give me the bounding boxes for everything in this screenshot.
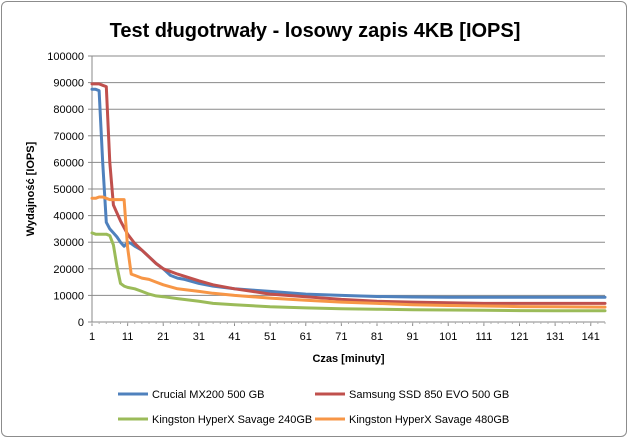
y-tick-label: 80000 [53,104,84,116]
x-tick-label: 31 [193,331,205,343]
x-tick-label: 111 [476,331,493,343]
legend-item: Kingston HyperX Savage 240GB [118,414,312,426]
x-tick-label: 11 [122,331,133,343]
x-tick-label: 121 [510,331,528,343]
legend: Crucial MX200 500 GB Samsung SSD 850 EVO … [118,389,509,426]
x-tick-label: 141 [582,331,600,343]
series-group [90,82,607,313]
x-tick-label: 41 [228,331,240,343]
x-tick-label: 91 [407,331,419,343]
series-line-4 [90,195,607,309]
series-line-3 [90,231,607,313]
legend-label: Kingston HyperX Savage 480GB [349,414,509,426]
x-tick-label: 51 [264,331,276,343]
x-tick-label: 81 [371,331,383,343]
y-tick-label: 60000 [53,157,84,169]
legend-item: Crucial MX200 500 GB [118,389,265,401]
y-tick-label: 0 [78,317,84,329]
y-tick-label: 40000 [53,211,84,223]
x-tick-label: 1 [89,331,95,343]
y-axis: 0 10000 20000 30000 40000 50000 60000 70000 8000… [47,51,93,329]
series-line-1 [90,87,607,299]
grid-lines [92,55,605,296]
y-axis-title: Wydajność [IOPS] [25,141,37,236]
chart-title: Test długotrwały - losowy zapis 4KB [IOP… [110,20,521,42]
legend-label: Crucial MX200 500 GB [152,389,265,401]
legend-label: Kingston HyperX Savage 240GB [152,414,312,426]
legend-label: Samsung SSD 850 EVO 500 GB [349,389,509,401]
x-axis-title: Czas [minuty] [312,353,384,365]
y-tick-label: 10000 [53,290,84,302]
series-line-2 [90,82,607,305]
x-axis: 1 11 21 31 41 51 61 71 81 91 101 111 121 131 141 [89,321,606,343]
legend-item: Samsung SSD 850 EVO 500 GB [315,389,509,401]
x-tick-label: 21 [157,331,169,343]
y-tick-label: 30000 [53,237,84,249]
x-tick-label: 101 [439,331,457,343]
y-tick-label: 70000 [53,131,84,143]
legend-item: Kingston HyperX Savage 480GB [315,414,509,426]
y-tick-label: 100000 [47,51,84,63]
x-tick-label: 61 [300,331,312,343]
x-tick-label: 131 [546,331,564,343]
y-tick-label: 50000 [53,184,84,196]
y-tick-label: 90000 [53,78,84,90]
y-tick-label: 20000 [53,264,84,276]
x-tick-label: 71 [335,331,347,343]
